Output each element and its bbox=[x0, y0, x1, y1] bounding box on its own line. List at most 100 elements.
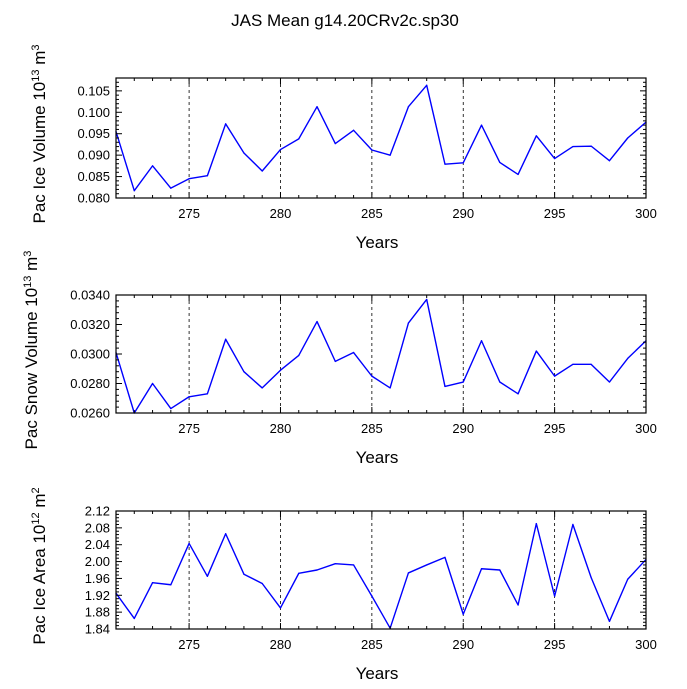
data-point bbox=[480, 340, 483, 342]
data-point bbox=[243, 152, 245, 154]
x-tick-label: 295 bbox=[544, 206, 566, 221]
data-point bbox=[499, 161, 501, 164]
data-point bbox=[352, 351, 355, 354]
data-point bbox=[444, 163, 446, 165]
data-point bbox=[225, 533, 227, 535]
data-point bbox=[608, 381, 611, 383]
y-tick-label: 0.085 bbox=[77, 169, 110, 184]
x-tick-label: 280 bbox=[270, 637, 292, 652]
data-point bbox=[608, 620, 611, 623]
data-point bbox=[517, 604, 519, 606]
data-point bbox=[444, 385, 446, 388]
y-tick-label: 2.00 bbox=[85, 554, 110, 569]
data-point bbox=[517, 173, 519, 176]
data-point bbox=[334, 360, 336, 362]
y-tick-label: 2.08 bbox=[85, 520, 110, 535]
y-tick-label: 0.0260 bbox=[70, 406, 110, 421]
y-tick-label: 0.0340 bbox=[70, 288, 110, 303]
data-point bbox=[371, 375, 373, 377]
x-tick-label: 285 bbox=[361, 421, 383, 436]
data-point bbox=[627, 137, 629, 139]
data-point bbox=[243, 371, 245, 373]
x-axis-title: Years bbox=[356, 664, 399, 683]
plot-frame bbox=[115, 510, 647, 630]
data-point bbox=[279, 369, 282, 371]
data-point bbox=[407, 322, 410, 324]
data-point bbox=[389, 387, 391, 389]
data-point bbox=[206, 393, 208, 395]
x-tick-label: 290 bbox=[452, 421, 474, 436]
data-point bbox=[608, 160, 611, 162]
plot-frame bbox=[115, 77, 647, 199]
data-point bbox=[170, 187, 172, 189]
data-point bbox=[389, 154, 391, 156]
data-point bbox=[316, 569, 318, 571]
y-tick-label: 1.96 bbox=[85, 571, 110, 586]
data-point bbox=[627, 357, 629, 360]
y-tick-label: 0.0320 bbox=[70, 317, 110, 332]
data-series-line bbox=[115, 84, 647, 192]
y-tick-label: 1.84 bbox=[85, 622, 110, 637]
data-point bbox=[261, 170, 263, 172]
data-point bbox=[334, 563, 336, 565]
data-point bbox=[206, 175, 208, 177]
data-point bbox=[298, 572, 300, 574]
x-tick-label: 275 bbox=[178, 421, 200, 436]
data-point bbox=[572, 363, 574, 365]
data-point bbox=[535, 523, 537, 525]
data-point bbox=[554, 375, 556, 377]
y-tick-label: 0.100 bbox=[77, 105, 110, 120]
data-point bbox=[133, 617, 135, 620]
data-point bbox=[371, 595, 373, 597]
data-point bbox=[151, 382, 154, 385]
chart-title: JAS Mean g14.20CRv2c.sp30 bbox=[231, 11, 459, 30]
data-point bbox=[371, 149, 373, 151]
x-axis-title: Years bbox=[356, 448, 399, 467]
y-tick-label: 0.0280 bbox=[70, 376, 110, 391]
y-tick-label: 1.88 bbox=[85, 605, 110, 620]
data-point bbox=[499, 381, 501, 383]
x-tick-label: 300 bbox=[635, 421, 657, 436]
data-point bbox=[590, 363, 592, 365]
x-tick-label: 295 bbox=[544, 637, 566, 652]
data-point bbox=[334, 142, 336, 145]
data-point bbox=[188, 178, 190, 180]
data-point bbox=[352, 129, 355, 131]
data-point bbox=[279, 148, 282, 151]
data-point bbox=[535, 350, 537, 352]
chart-panel-3: 275 280 285 290 295 300 1.84 1.88 1.92 1.96 2.00 2.… bbox=[30, 487, 657, 683]
data-point bbox=[462, 162, 464, 164]
y-tick-label: 2.12 bbox=[85, 504, 110, 519]
data-point bbox=[225, 123, 227, 125]
data-point bbox=[352, 564, 355, 566]
x-tick-label: 300 bbox=[635, 206, 657, 221]
x-tick-label: 275 bbox=[178, 206, 200, 221]
chart-panel-2: 275 280 285 290 295 300 0.0260 0.0280 0.0300 0.03… bbox=[22, 251, 657, 467]
x-tick-label: 275 bbox=[178, 637, 200, 652]
x-axis-title: Years bbox=[356, 233, 399, 252]
data-point bbox=[517, 393, 519, 395]
data-point bbox=[316, 320, 318, 323]
data-point bbox=[188, 396, 190, 398]
data-point bbox=[151, 582, 154, 584]
x-tick-label: 280 bbox=[270, 421, 292, 436]
data-point bbox=[462, 381, 464, 383]
data-point bbox=[225, 338, 227, 340]
x-tick-label: 290 bbox=[452, 206, 474, 221]
data-point bbox=[572, 145, 574, 148]
data-point bbox=[554, 157, 556, 160]
data-point bbox=[407, 106, 410, 108]
y-tick-label: 0.095 bbox=[77, 126, 110, 141]
x-tick-label: 285 bbox=[361, 206, 383, 221]
data-point bbox=[462, 613, 464, 615]
x-tick-label: 280 bbox=[270, 206, 292, 221]
data-series-line bbox=[115, 522, 647, 629]
x-tick-label: 295 bbox=[544, 421, 566, 436]
data-point bbox=[627, 578, 629, 580]
data-point bbox=[170, 584, 172, 586]
y-tick-label: 0.0300 bbox=[70, 347, 110, 362]
y-tick-label: 0.105 bbox=[77, 83, 110, 98]
data-point bbox=[261, 387, 263, 389]
data-point bbox=[133, 190, 135, 192]
data-point bbox=[480, 568, 483, 570]
